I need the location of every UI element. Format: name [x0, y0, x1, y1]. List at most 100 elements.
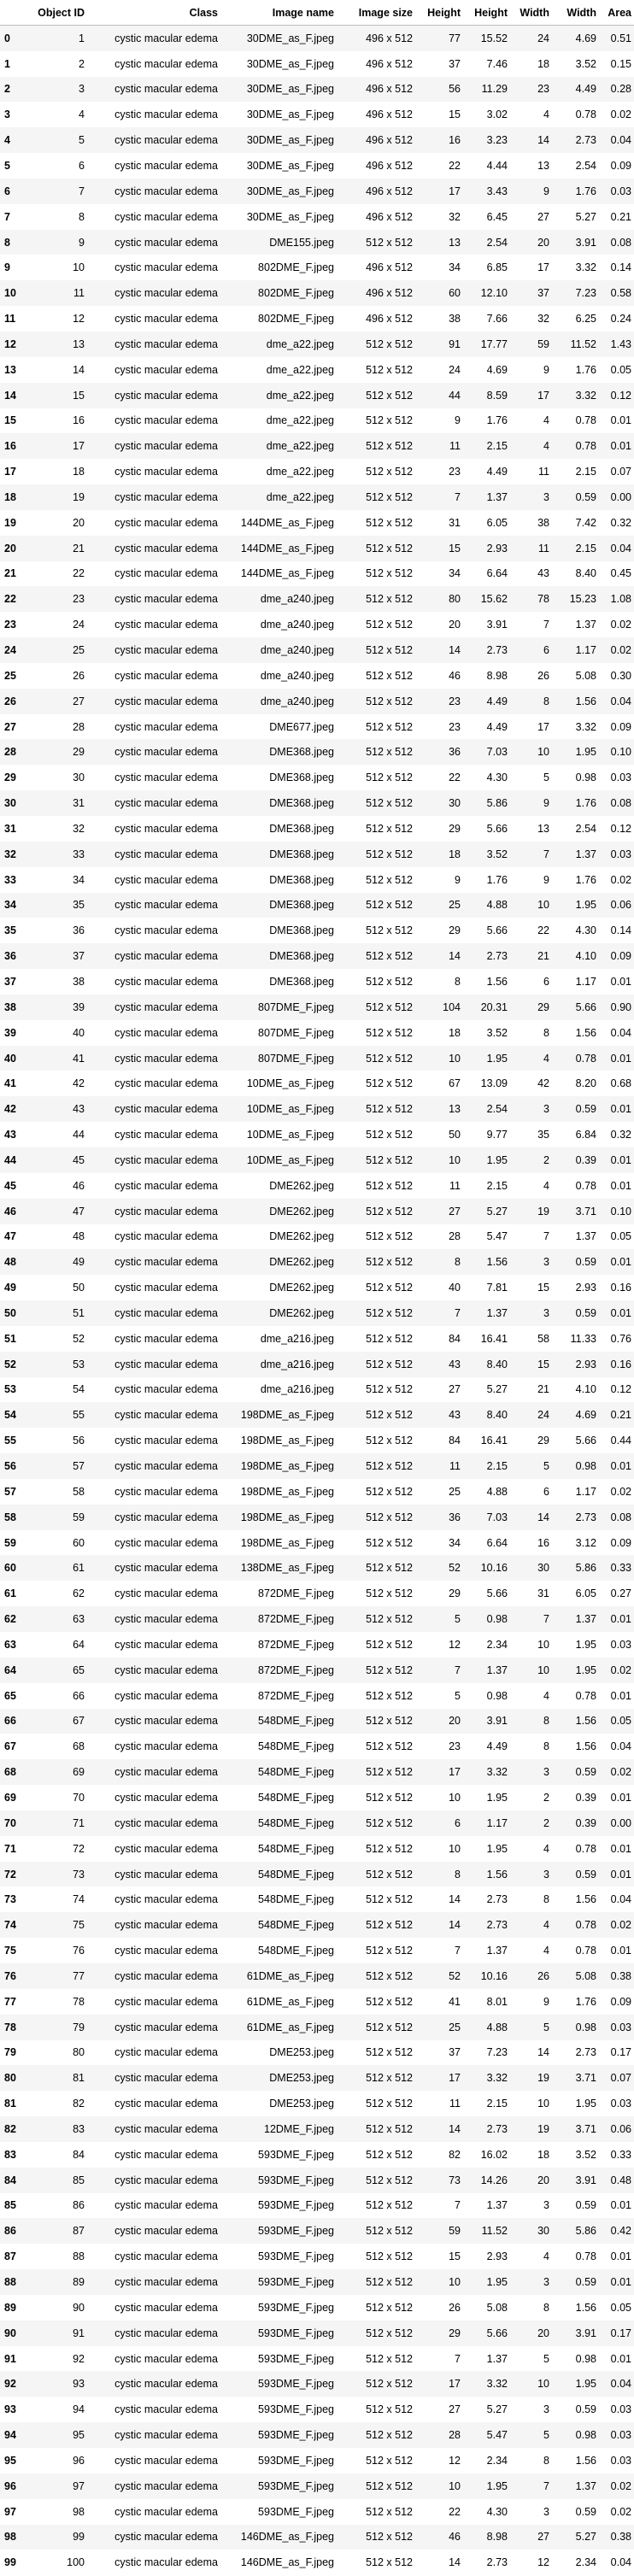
image-name-cell: 198DME_as_F.jpeg: [240, 1435, 334, 1447]
image-name-cell: dme_a22.jpeg: [266, 363, 334, 376]
image-name-cell: 548DME_F.jpeg: [258, 1816, 334, 1829]
height-cell: 3.91: [486, 619, 508, 631]
image-size-cell: 512 x 512: [366, 873, 413, 886]
height-cell: 10.16: [480, 1562, 508, 1575]
image-name-cell: 872DME_F.jpeg: [258, 1613, 334, 1626]
area-cell: 0.38: [610, 1969, 631, 1982]
height-cell: 1.95: [486, 1842, 508, 1855]
width-px-cell: 4: [543, 2250, 549, 2263]
height-px-cell: 84: [449, 1435, 461, 1447]
area-cell: 0.01: [610, 440, 631, 453]
image-name-cell: DME253.jpeg: [269, 2098, 334, 2110]
width-cell: 5.66: [575, 1000, 596, 1013]
row-index: 17: [4, 466, 16, 478]
table-row: 45 46 cystic macular edema DME262.jpeg 512 x…: [0, 1172, 634, 1199]
area-cell: 0.03: [610, 2403, 631, 2416]
image-name-cell: DME368.jpeg: [269, 797, 334, 810]
height-px-cell: 26: [449, 2301, 461, 2314]
row-index: 43: [4, 1129, 16, 1141]
height-px-cell: 10: [449, 1052, 461, 1065]
width-cell: 0.59: [575, 490, 596, 503]
width-cell: 5.27: [575, 2531, 596, 2544]
image-name-cell: dme_a22.jpeg: [266, 440, 334, 453]
object-id-cell: 18: [73, 466, 85, 478]
height-px-cell: 27: [449, 1383, 461, 1396]
image-name-cell: 593DME_F.jpeg: [258, 2276, 334, 2289]
height-cell: 8.59: [486, 389, 508, 402]
width-px-cell: 15: [537, 1358, 549, 1370]
area-cell: 0.02: [610, 2479, 631, 2492]
class-cell: cystic macular edema: [114, 2148, 218, 2161]
height-cell: 5.27: [486, 1383, 508, 1396]
class-cell: cystic macular edema: [114, 1256, 218, 1269]
class-cell: cystic macular edema: [114, 261, 218, 274]
image-name-cell: 807DME_F.jpeg: [258, 1026, 334, 1039]
object-id-cell: 53: [73, 1358, 85, 1370]
width-cell: 2.54: [575, 822, 596, 835]
area-cell: 0.33: [610, 1562, 631, 1575]
row-index: 95: [4, 2454, 16, 2467]
image-size-cell: 496 x 512: [366, 134, 413, 147]
image-size-cell: 512 x 512: [366, 1613, 413, 1626]
image-name-cell: 30DME_as_F.jpeg: [246, 83, 334, 96]
object-id-cell: 85: [73, 2174, 85, 2186]
table-row: 5 6 cystic macular edema 30DME_as_F.jpeg 496…: [0, 153, 634, 179]
height-cell: 8.40: [486, 1409, 508, 1422]
width-cell: 1.95: [575, 899, 596, 912]
table-row: 86 87 cystic macular edema 593DME_F.jpeg 512…: [0, 2218, 634, 2244]
area-cell: 0.38: [610, 2531, 631, 2544]
height-px-cell: 12: [449, 1638, 461, 1651]
table-row: 42 43 cystic macular edema 10DME_as_F.jpeg 5…: [0, 1096, 634, 1123]
table-row: 37 38 cystic macular edema DME368.jpeg 512 x…: [0, 969, 634, 995]
width-cell: 3.12: [575, 1536, 596, 1549]
image-name-cell: 144DME_as_F.jpeg: [240, 567, 334, 580]
image-name-cell: 10DME_as_F.jpeg: [246, 1103, 334, 1116]
row-index: 65: [4, 1689, 16, 1702]
height-px-cell: 16: [449, 134, 461, 147]
image-size-cell: 512 x 512: [366, 1435, 413, 1447]
height-cell: 15.62: [480, 593, 508, 606]
width-cell: 4.49: [575, 83, 596, 96]
image-name-cell: 548DME_F.jpeg: [258, 1791, 334, 1804]
width-px-cell: 3: [543, 1306, 549, 1319]
image-name-cell: 61DME_as_F.jpeg: [246, 1969, 334, 1982]
height-cell: 1.56: [486, 1256, 508, 1269]
image-name-cell: dme_a22.jpeg: [266, 466, 334, 478]
row-index: 23: [4, 619, 16, 631]
area-cell: 0.04: [610, 2556, 631, 2569]
image-size-cell: 496 x 512: [366, 32, 413, 45]
row-index: 31: [4, 822, 16, 835]
height-cell: 5.27: [486, 2403, 508, 2416]
table-row: 8 9 cystic macular edema DME155.jpeg 512 x 5…: [0, 229, 634, 255]
object-id-cell: 84: [73, 2148, 85, 2161]
row-index: 38: [4, 1000, 16, 1013]
object-id-cell: 66: [73, 1689, 85, 1702]
image-name-cell: dme_a216.jpeg: [260, 1383, 334, 1396]
height-px-cell: 27: [449, 1205, 461, 1218]
table-row: 85 86 cystic macular edema 593DME_F.jpeg 512…: [0, 2192, 634, 2219]
class-cell: cystic macular edema: [114, 1077, 218, 1090]
area-cell: 0.01: [610, 1052, 631, 1065]
object-id-cell: 89: [73, 2276, 85, 2289]
width-cell: 2.34: [575, 2556, 596, 2569]
width-px-cell: 6: [543, 1485, 549, 1498]
image-name-cell: DME368.jpeg: [269, 746, 334, 759]
row-index: 66: [4, 1715, 16, 1728]
height-px-cell: 37: [449, 2046, 461, 2059]
width-px-cell: 15: [537, 1282, 549, 1294]
object-id-cell: 37: [73, 950, 85, 963]
class-cell: cystic macular edema: [114, 669, 218, 682]
image-name-cell: 198DME_as_F.jpeg: [240, 1536, 334, 1549]
width-cell: 15.23: [569, 593, 596, 606]
image-name-cell: 593DME_F.jpeg: [258, 2454, 334, 2467]
table-row: 1 2 cystic macular edema 30DME_as_F.jpeg 496…: [0, 50, 634, 77]
row-index: 22: [4, 593, 16, 606]
object-id-cell: 24: [73, 619, 85, 631]
table-row: 55 56 cystic macular edema 198DME_as_F.jpeg…: [0, 1428, 634, 1454]
width-cell: 0.78: [575, 1919, 596, 1932]
image-size-cell: 496 x 512: [366, 210, 413, 223]
height-px-cell: 52: [449, 1969, 461, 1982]
height-px-cell: 38: [449, 313, 461, 326]
row-index: 64: [4, 1664, 16, 1676]
height-cell: 5.66: [486, 822, 508, 835]
